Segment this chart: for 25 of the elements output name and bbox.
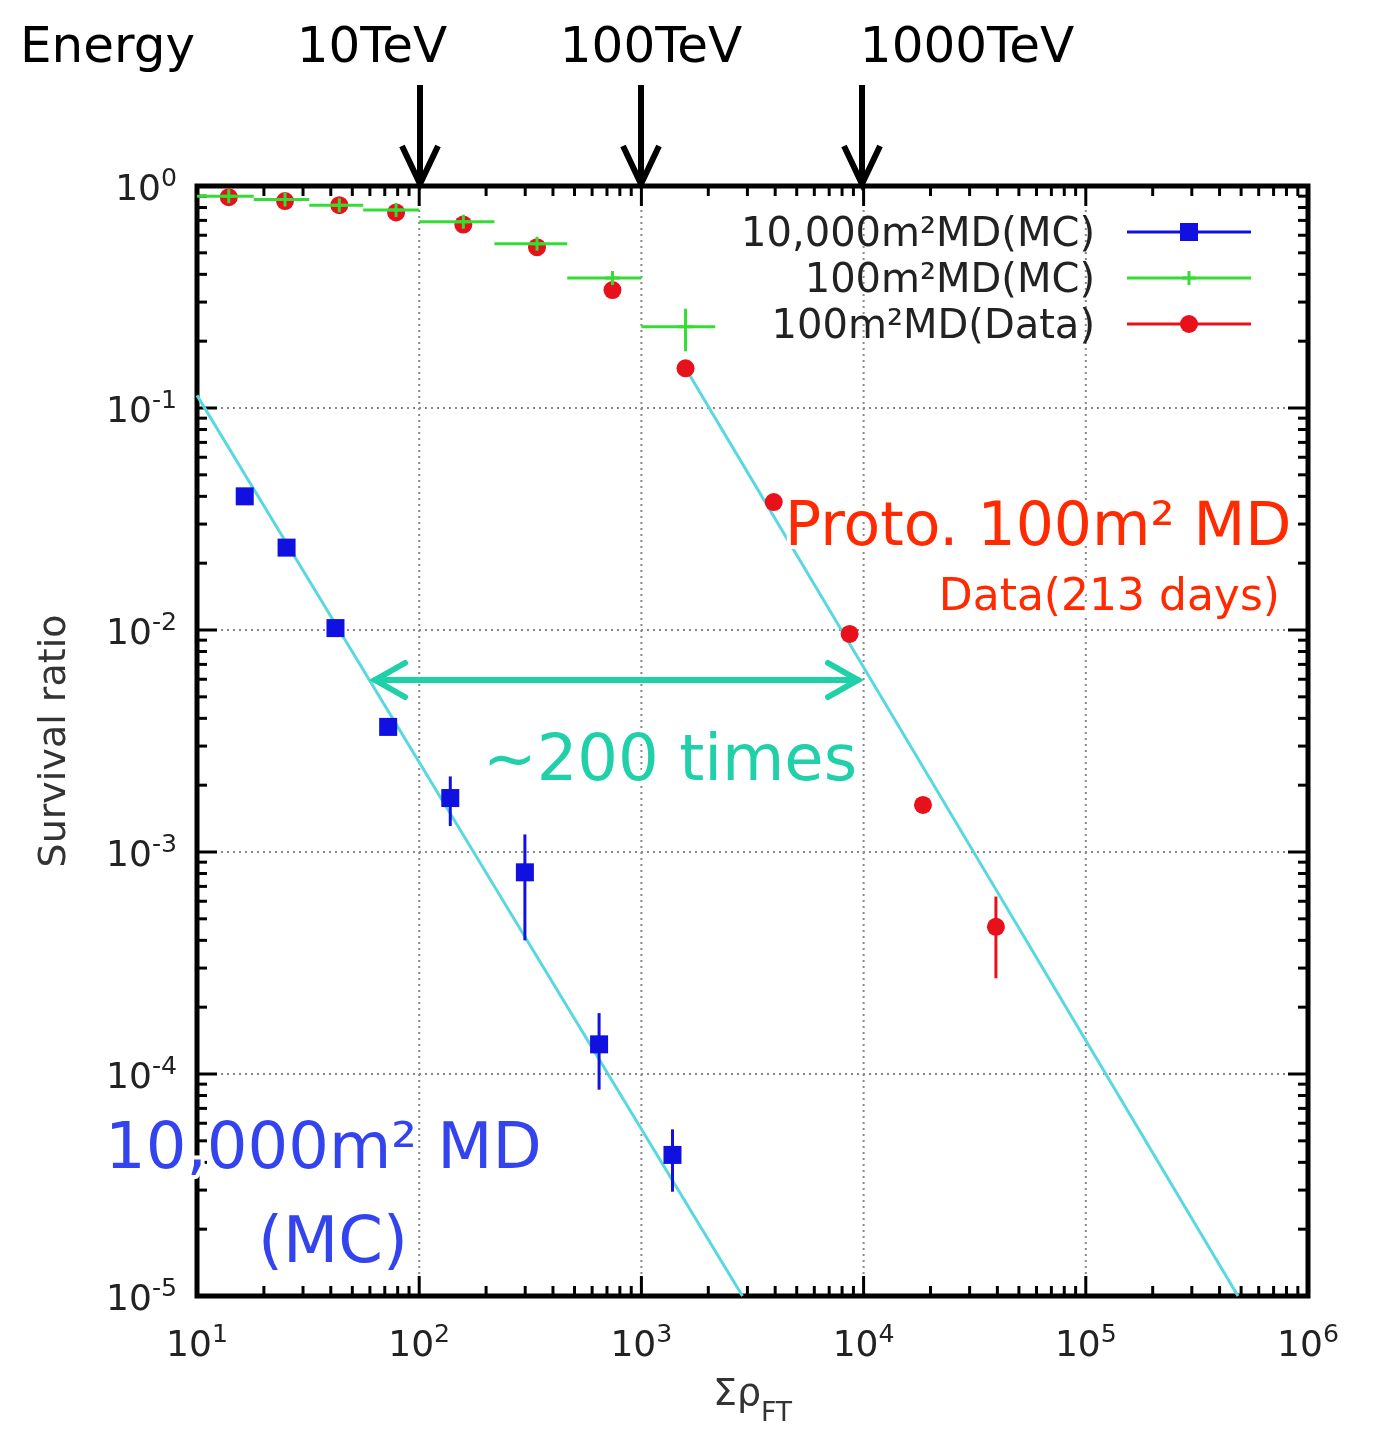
text: Energy bbox=[20, 16, 196, 74]
y-tick-label: 10$^{-1}$ bbox=[106, 384, 177, 430]
text: 100TeV bbox=[559, 16, 743, 74]
y-axis-title: Survival ratio bbox=[30, 614, 74, 868]
y-tick-label: 10$^{-2}$ bbox=[106, 606, 177, 652]
legend-label: 100m²MD(Data) bbox=[771, 301, 1095, 347]
text: 10TeV bbox=[296, 16, 448, 74]
annotation: ~200 times bbox=[483, 721, 858, 795]
text: 1000TeV bbox=[859, 16, 1075, 74]
x-tick-label: 10$^{2}$ bbox=[388, 1318, 451, 1364]
x-tick-label: 10$^{1}$ bbox=[166, 1318, 228, 1364]
annotation: Proto. 100m² MD bbox=[785, 489, 1292, 559]
x-axis-title: Σρ$_{FT}$ bbox=[712, 1370, 793, 1427]
x-tick-label: 10$^{6}$ bbox=[1277, 1318, 1339, 1364]
legend-label: 100m²MD(MC) bbox=[804, 255, 1095, 301]
legend-label: 10,000m²MD(MC) bbox=[741, 209, 1095, 255]
x-tick-label: 10$^{3}$ bbox=[610, 1318, 673, 1364]
x-tick-label: 10$^{5}$ bbox=[1054, 1318, 1117, 1364]
y-tick-label: 10$^{-3}$ bbox=[106, 828, 177, 874]
y-tick-label: 10$^{-4}$ bbox=[106, 1050, 177, 1096]
annotation: Data(213 days) bbox=[938, 569, 1280, 620]
y-tick-label: 10$^{-5}$ bbox=[106, 1272, 177, 1318]
y-tick-label: 10$^{0}$ bbox=[115, 162, 177, 208]
annotation: (MC) bbox=[258, 1203, 408, 1277]
x-tick-label: 10$^{4}$ bbox=[832, 1318, 895, 1364]
